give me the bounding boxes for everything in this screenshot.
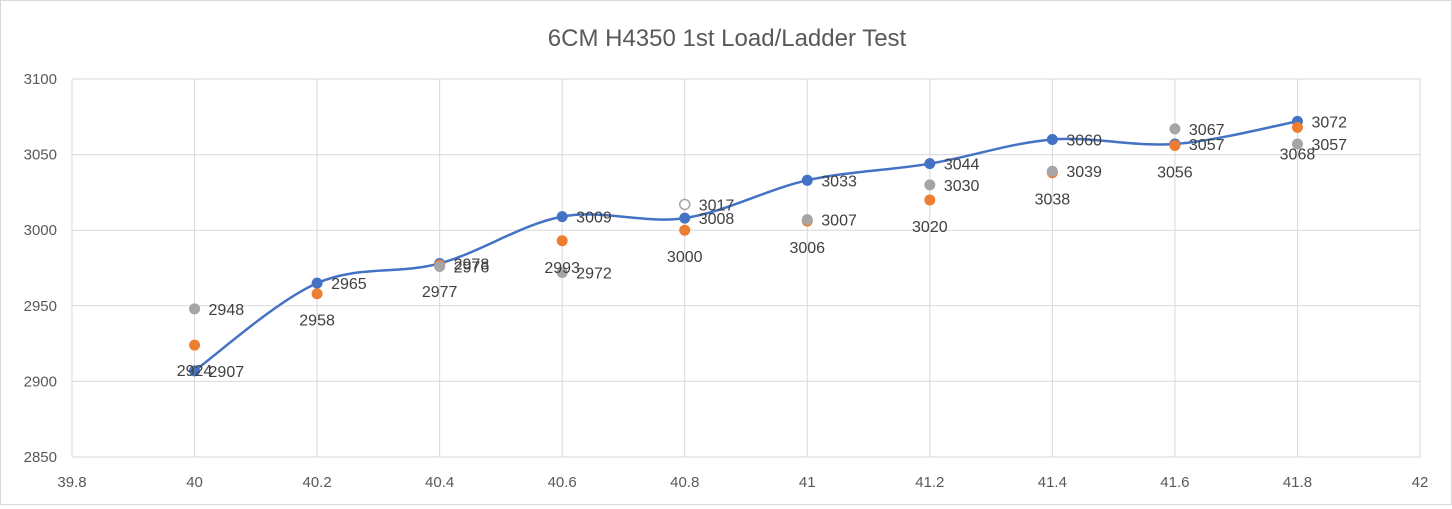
data-label: 3017: [699, 197, 735, 214]
x-tick-label: 40.4: [425, 474, 454, 491]
data-label: 3000: [667, 249, 703, 266]
data-point: [189, 365, 201, 377]
x-tick-label: 41.4: [1038, 474, 1067, 491]
x-tick-label: 40.8: [670, 474, 699, 491]
data-point: [434, 260, 446, 272]
data-label: 2907: [209, 364, 245, 381]
data-label: 3033: [821, 173, 857, 190]
axis-ticks: 39.8 40 40.2 40.4 40.6 40.8 41 41.2 41.4 41.6 41.8…: [24, 71, 1429, 491]
data-point: [556, 211, 568, 223]
data-label: 3008: [699, 211, 735, 228]
data-point: [924, 179, 936, 191]
data-point: [1291, 138, 1303, 150]
data-point: [311, 277, 323, 289]
data-point: [924, 158, 936, 170]
y-tick-label: 2950: [24, 298, 57, 315]
data-label: 3056: [1157, 165, 1193, 182]
y-tick-label: 3100: [24, 71, 57, 88]
data-label: 3009: [576, 210, 612, 227]
data-label: 3068: [1280, 146, 1316, 163]
data-point: [678, 198, 691, 211]
data-label: 2972: [576, 266, 612, 283]
data-label: 3007: [821, 213, 857, 230]
data-point: [189, 339, 201, 351]
data-label: 3030: [944, 178, 980, 195]
data-label: 2993: [544, 260, 580, 277]
data-point: [924, 194, 936, 206]
x-tick-label: 40.2: [302, 474, 331, 491]
data-point: [1169, 123, 1181, 135]
data-label: 3039: [1066, 164, 1102, 181]
data-label: 3038: [1035, 192, 1071, 209]
x-tick-label: 39.8: [57, 474, 86, 491]
y-tick-label: 3000: [24, 222, 57, 239]
y-tick-label: 2900: [24, 373, 57, 390]
x-tick-label: 40.6: [548, 474, 577, 491]
data-label: 3072: [1311, 114, 1347, 131]
data-label: 2977: [422, 284, 458, 301]
series-line: [193, 120, 1298, 372]
data-point: [801, 214, 813, 226]
data-point: [1169, 140, 1181, 152]
data-label: 3006: [789, 240, 825, 257]
data-point: [801, 174, 813, 186]
series-lines: [193, 120, 1298, 372]
data-point: [1046, 133, 1058, 145]
y-tick-label: 2850: [24, 449, 57, 466]
chart-title: 6CM H4350 1st Load/Ladder Test: [548, 25, 907, 52]
data-label: 2976: [454, 259, 490, 276]
x-tick-label: 41.2: [915, 474, 944, 491]
x-tick-label: 41: [799, 474, 816, 491]
data-label: 3057: [1311, 137, 1347, 154]
data-label: 2965: [331, 276, 367, 293]
data-label: 3020: [912, 219, 948, 236]
data-label: 2978: [454, 256, 490, 273]
y-tick-label: 3050: [24, 147, 57, 164]
data-point: [679, 224, 691, 236]
data-point: [189, 303, 201, 315]
data-label: 3067: [1189, 122, 1225, 139]
data-point: [556, 267, 568, 279]
data-point: [311, 288, 323, 300]
data-label: 2948: [209, 302, 245, 319]
x-tick-label: 41.8: [1283, 474, 1312, 491]
x-tick-label: 41.6: [1160, 474, 1189, 491]
data-point: [679, 212, 691, 224]
x-tick-label: 40: [186, 474, 203, 491]
data-label: 3060: [1066, 132, 1102, 149]
data-label: 3057: [1189, 137, 1225, 154]
x-tick-label: 42: [1412, 474, 1429, 491]
series-points: [189, 115, 1303, 377]
data-point: [1291, 121, 1303, 133]
data-label: 2958: [299, 313, 335, 330]
data-point: [556, 235, 568, 247]
data-label: 3044: [944, 157, 980, 174]
data-labels: 2907 2965 2978 3009 3008 3033 3044 3060 3057 3072…: [177, 114, 1347, 380]
data-point: [1046, 165, 1058, 177]
data-label: 2924: [177, 363, 213, 380]
